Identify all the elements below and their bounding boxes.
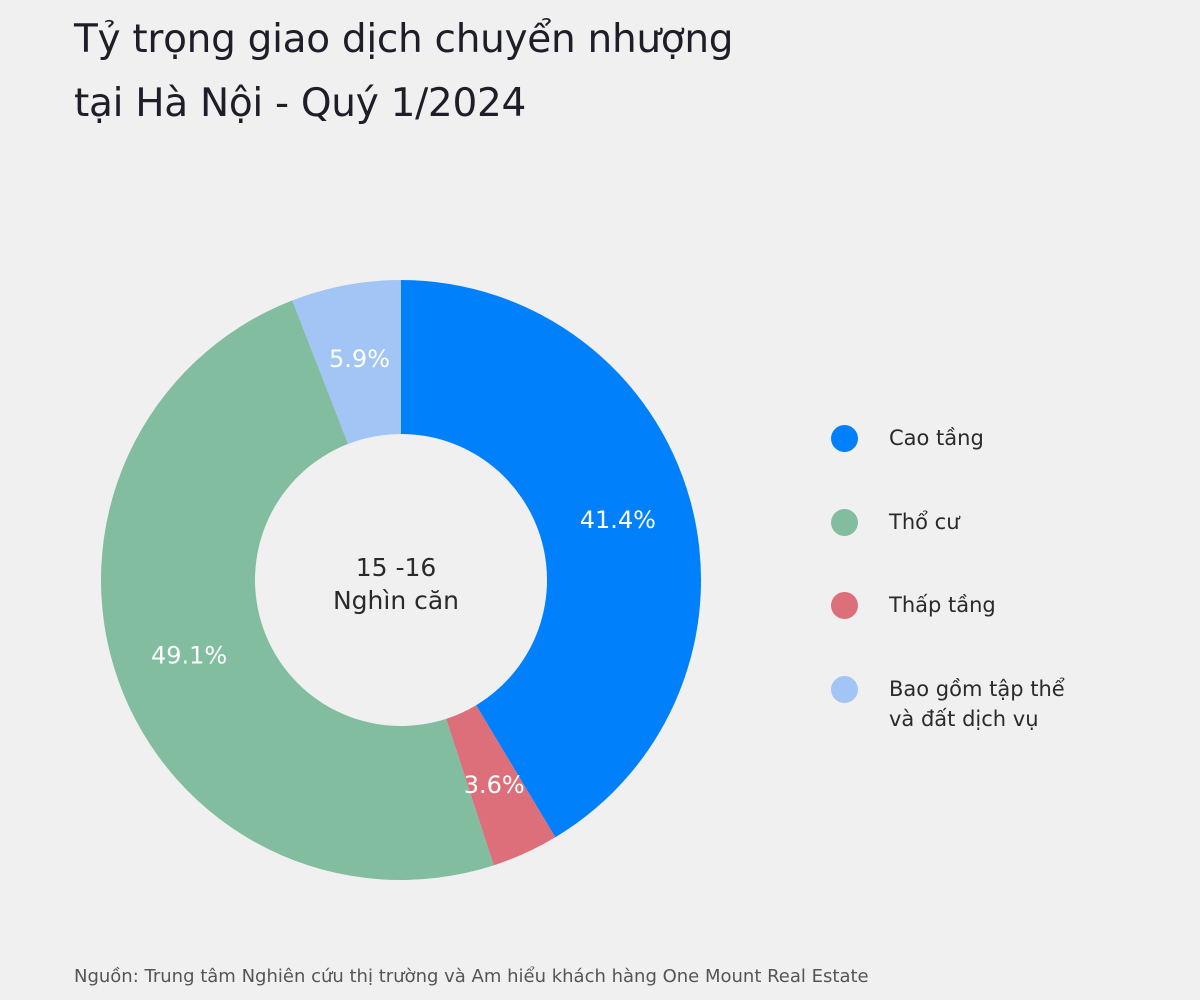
title-line-1: Tỷ trọng giao dịch chuyển nhượng [74, 17, 734, 62]
legend-swatch [831, 676, 858, 703]
source-footnote: Nguồn: Trung tâm Nghiên cứu thị trường v… [74, 966, 869, 987]
slice-thổ-cư [100, 300, 494, 881]
legend-label: Thổ cư [889, 510, 960, 534]
legend-label: Thấp tầng [889, 593, 996, 617]
legend-swatch [831, 509, 858, 536]
center-label-line-2: Nghìn căn [333, 586, 459, 615]
legend-item-cao-tang: Cao tầng [831, 425, 1131, 453]
legend-label-line-2: và đất dịch vụ [889, 707, 1039, 731]
data-label: 5.9% [329, 345, 390, 373]
legend-item-thap-tang: Thấp tầng [831, 592, 1131, 620]
legend-item-tho-cu: Thổ cư [831, 509, 1131, 537]
title-line-2: tại Hà Nội - Quý 1/2024 [74, 81, 526, 126]
data-label: 49.1% [151, 642, 227, 670]
data-label: 41.4% [580, 506, 656, 534]
legend-label-line-1: Bao gồm tập thể [889, 677, 1065, 701]
slice-thấp-tầng [446, 705, 556, 866]
legend-swatch [831, 425, 858, 452]
center-label-line-1: 15 -16 [356, 553, 437, 582]
legend-label: Bao gồm tập thể và đất dịch vụ [889, 674, 1065, 734]
slice-bao-gồm-tập-thể-và-đất-dịch-vụ [292, 280, 401, 444]
legend-item-tap-the: Bao gồm tập thể và đất dịch vụ [831, 676, 1131, 734]
data-label: 3.6% [464, 771, 525, 799]
legend-label: Cao tầng [889, 426, 984, 450]
slice-cao-tầng [401, 280, 701, 838]
chart-title: Tỷ trọng giao dịch chuyển nhượng tại Hà … [74, 8, 734, 136]
legend-swatch [831, 592, 858, 619]
